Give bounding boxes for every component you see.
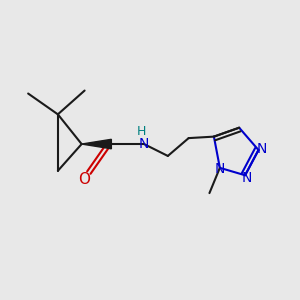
- Polygon shape: [82, 139, 111, 149]
- Text: N: N: [242, 171, 252, 184]
- Text: H: H: [136, 125, 146, 138]
- Text: N: N: [139, 137, 149, 151]
- Text: N: N: [215, 162, 225, 176]
- Text: N: N: [256, 142, 267, 155]
- Text: O: O: [78, 172, 90, 187]
